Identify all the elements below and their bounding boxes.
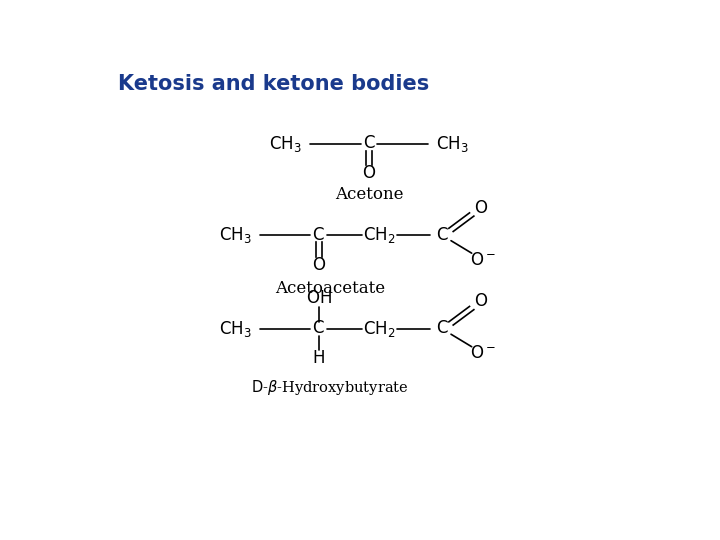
Text: Acetone: Acetone (335, 186, 403, 203)
Text: $\mathrm{O}$: $\mathrm{O}$ (474, 293, 487, 310)
Text: $\mathrm{O^-}$: $\mathrm{O^-}$ (470, 345, 496, 362)
Text: $\mathrm{CH_3}$: $\mathrm{CH_3}$ (219, 225, 251, 245)
Text: $\mathrm{CH_3}$: $\mathrm{CH_3}$ (436, 134, 469, 154)
Text: $\mathrm{O}$: $\mathrm{O}$ (312, 256, 326, 274)
Text: $\mathrm{O}$: $\mathrm{O}$ (474, 200, 487, 217)
Text: $\mathrm{O^-}$: $\mathrm{O^-}$ (470, 252, 496, 269)
Text: $\mathrm{C}$: $\mathrm{C}$ (436, 227, 449, 244)
Text: $\mathrm{OH}$: $\mathrm{OH}$ (306, 291, 332, 307)
Text: $\mathrm{CH_2}$: $\mathrm{CH_2}$ (363, 225, 395, 245)
Text: $\mathrm{C}$: $\mathrm{C}$ (363, 136, 375, 152)
Text: $\mathrm{C}$: $\mathrm{C}$ (312, 227, 325, 244)
Text: Ketosis and ketone bodies: Ketosis and ketone bodies (118, 73, 429, 93)
Text: $\mathrm{O}$: $\mathrm{O}$ (362, 165, 376, 182)
Text: $\mathrm{CH_3}$: $\mathrm{CH_3}$ (269, 134, 302, 154)
Text: $\mathsf{D}$-$\beta$-Hydroxybutyrate: $\mathsf{D}$-$\beta$-Hydroxybutyrate (251, 379, 409, 397)
Text: $\mathrm{C}$: $\mathrm{C}$ (312, 320, 325, 338)
Text: $\mathrm{CH_3}$: $\mathrm{CH_3}$ (219, 319, 251, 339)
Text: $\mathrm{C}$: $\mathrm{C}$ (436, 320, 449, 338)
Text: $\mathrm{CH_2}$: $\mathrm{CH_2}$ (363, 319, 395, 339)
Text: $\mathrm{H}$: $\mathrm{H}$ (312, 350, 325, 367)
Text: Acetoacetate: Acetoacetate (275, 280, 385, 297)
